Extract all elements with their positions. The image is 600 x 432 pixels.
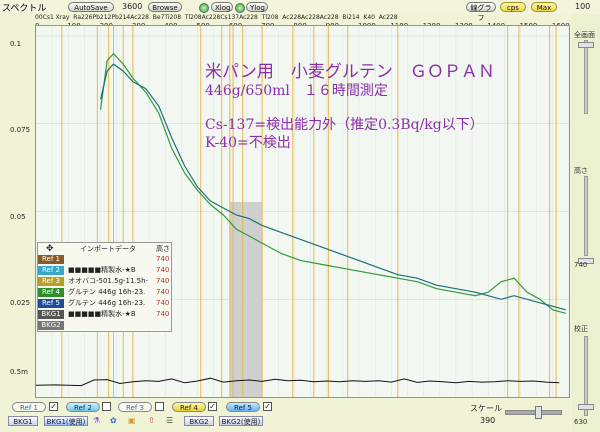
legend-height: 740 [156, 266, 170, 274]
legend-text: ■■■■■精製水-★B [68, 266, 136, 274]
ylog-button[interactable]: Ylog [246, 2, 268, 12]
legend-tag: Ref 3 [38, 277, 64, 286]
ref5-button[interactable]: Ref 5 [226, 402, 260, 412]
bkg1-button[interactable]: BKG1 [8, 416, 38, 426]
max-button[interactable]: Max [531, 2, 557, 12]
legend-row[interactable]: BKG1 ■■■■■精製水-★B 740 [38, 310, 173, 320]
flask-icon[interactable]: ⚗ [93, 416, 101, 425]
legend-tag: BKG1 [38, 310, 64, 319]
ref2-checkbox[interactable] [102, 402, 111, 411]
isotope-labels: 00Cs1 Xray Ra226Pb212Pb214Ac228 Be7Ti208… [35, 14, 398, 21]
ref3-button[interactable]: Ref 3 [118, 402, 152, 412]
full-scale-slider[interactable] [578, 42, 594, 48]
legend-height: 740 [156, 288, 170, 296]
ref1-checkbox[interactable]: ✓ [49, 402, 58, 411]
legend-row[interactable]: Ref 1 740 [38, 255, 173, 265]
legend-height: 740 [156, 255, 170, 263]
bottom-controls: Ref 1 ✓ Ref 2 Ref 3 Ref 4 ✓ Ref 5 ✓ BKG1… [0, 398, 570, 432]
legend-tag: Ref 5 [38, 299, 64, 308]
legend-text: グルテン 446g 16h-23. [68, 288, 146, 296]
ref5-checkbox[interactable]: ✓ [263, 402, 272, 411]
paw-icon[interactable]: ✿ [110, 416, 117, 425]
print-icon[interactable]: ☰ [166, 416, 174, 425]
legend-tag: Ref 4 [38, 288, 64, 297]
bkg2-button[interactable]: BKG2 [184, 416, 214, 426]
bkg2-used-button[interactable]: BKG2(使用) [219, 416, 263, 426]
annotation: 米パン用 小麦グルテン ＧＯＰＡＮ 446g/650ml １６時間測定 Cs-1… [205, 62, 570, 152]
series-line-bkg1 [36, 377, 560, 387]
xlog-toggle-icon[interactable] [199, 3, 209, 13]
export-icon[interactable]: ⇧ [148, 416, 155, 425]
move-icon[interactable]: ✥ [46, 244, 54, 254]
xlog-button[interactable]: Xlog [211, 2, 233, 12]
y-tick: 0.1 [10, 40, 22, 48]
ref1-button[interactable]: Ref 1 [12, 402, 46, 412]
legend-text [68, 255, 148, 264]
annotation-cs137: Cs-137=検出能力外（推定0.3Bq/kg以下） [205, 117, 484, 133]
legend-tag: BKG2 [38, 321, 64, 330]
annotation-subtitle: 446g/650ml １６時間測定 [205, 83, 388, 99]
ref2-button[interactable]: Ref 2 [66, 402, 100, 412]
toolbar: スペクトル AutoSave 3600 Browse Xlog Ylog 線グラ… [0, 0, 600, 22]
legend-header-name: インポートデータ [80, 245, 136, 253]
autosave-button[interactable]: AutoSave [68, 2, 114, 12]
legend-row[interactable]: Ref 2 ■■■■■精製水-★B 740 [38, 266, 173, 276]
legend-height [156, 321, 172, 330]
legend-row[interactable]: BKG2 [38, 321, 173, 331]
lock-icon[interactable]: ▣ [128, 416, 136, 425]
calibration-value: 630 [574, 418, 588, 426]
legend-text: グルテン 446g 16h-23. [68, 299, 146, 307]
series-line-ref-5 [100, 63, 566, 311]
height-value: 740 [574, 261, 588, 269]
calibration-label: 校正 [574, 325, 588, 333]
height-label: 高さ [574, 167, 588, 175]
legend-tag: Ref 2 [38, 266, 64, 275]
legend-header-height: 高さ [156, 245, 170, 253]
measurement-time: 3600 [122, 2, 143, 11]
full-scale-track[interactable] [584, 40, 588, 114]
calibration-slider[interactable] [578, 404, 594, 410]
ref4-checkbox[interactable]: ✓ [208, 402, 217, 411]
scale-track[interactable] [505, 410, 562, 415]
browse-button[interactable]: Browse [148, 2, 182, 12]
legend-tag: Ref 1 [38, 255, 64, 264]
right-panel: 全画面 高さ 740 校正 630 [572, 14, 600, 432]
ref3-checkbox[interactable] [155, 402, 164, 411]
ylog-toggle-icon[interactable] [235, 3, 245, 13]
scale-slider[interactable] [535, 406, 542, 419]
legend-text: オオバコ-501.5g-11.5h- [68, 277, 148, 285]
series-line-ref-4 [100, 52, 566, 314]
legend-row[interactable]: Ref 4 グルテン 446g 16h-23. 740 [38, 288, 173, 298]
spectrum-plot[interactable] [35, 25, 570, 398]
scale-value: 390 [480, 416, 496, 425]
legend-height: 740 [156, 299, 170, 307]
ref4-button[interactable]: Ref 4 [172, 402, 206, 412]
bkg1-used-button[interactable]: BKG1(使用) [44, 416, 88, 426]
legend-text: ■■■■■精製水-★B [68, 310, 136, 318]
y-tick: 0.5m [10, 368, 28, 376]
legend-height: 740 [156, 310, 170, 318]
height-track[interactable] [584, 176, 588, 256]
annotation-k40: K-40=不検出 [205, 135, 291, 151]
legend-header: ✥ インポートデータ 高さ [38, 244, 173, 254]
annotation-title: 米パン用 小麦グルテン ＧＯＰＡＮ [205, 62, 495, 82]
legend-row[interactable]: Ref 5 グルテン 446g 16h-23. 740 [38, 299, 173, 309]
full-scale-label: 全画面 [574, 31, 595, 39]
legend-height: 740 [156, 277, 170, 285]
calibration-track[interactable] [584, 336, 588, 416]
line-graph-button[interactable]: 線グラフ [466, 2, 496, 22]
max-scale-value: 100 [575, 2, 591, 11]
y-tick: 0.025 [10, 299, 31, 307]
scale-label: スケール [470, 404, 502, 413]
window-title: スペクトル [2, 4, 47, 14]
legend-text [68, 321, 148, 330]
height-slider[interactable] [578, 258, 594, 264]
legend-row[interactable]: Ref 3 オオバコ-501.5g-11.5h- 740 [38, 277, 173, 287]
y-tick: 0.05 [10, 213, 26, 221]
cps-button[interactable]: cps [500, 2, 526, 12]
spectrum-svg[interactable] [36, 26, 569, 397]
y-tick: 0.075 [10, 126, 31, 134]
import-data-legend: ✥ インポートデータ 高さ Ref 1 740 Ref 2 ■■■■■精製水-★B 74… [37, 242, 172, 332]
